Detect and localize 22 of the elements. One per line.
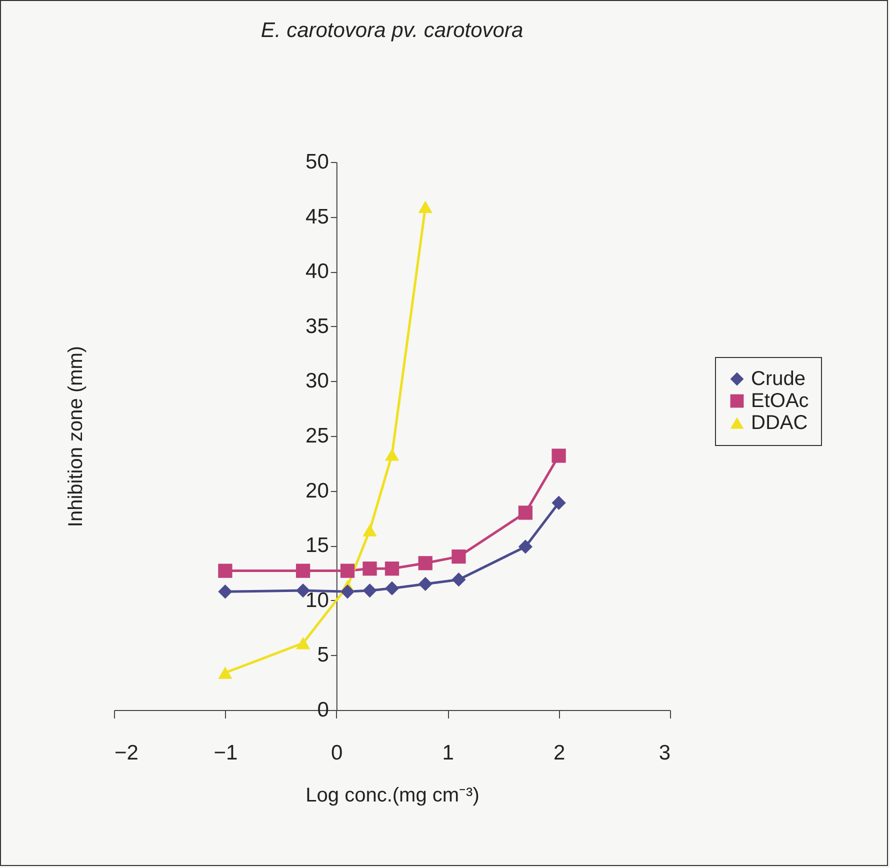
chart-title: E. carotovora pv. carotovora: [260, 19, 524, 42]
y-tick-label: 20: [306, 479, 329, 502]
y-tick-label: 50: [306, 150, 329, 174]
x-tick-label: 2: [553, 742, 566, 764]
y-tick-label: 35: [306, 314, 329, 338]
legend-label: Crude: [751, 368, 806, 390]
legend-label: DDAC: [751, 412, 808, 434]
legend-label: EtOAc: [751, 390, 809, 412]
y-tick-label: 15: [306, 534, 329, 558]
y-tick-label: 40: [306, 260, 329, 284]
y-tick-label: 45: [306, 205, 329, 228]
y-tick-label: 25: [306, 424, 329, 448]
y-axis-title: Inhibition zone (mm): [65, 346, 88, 528]
x-tick-label: 0: [331, 742, 343, 764]
x-tick-label: 3: [658, 742, 670, 764]
x-tick-label: −2: [114, 742, 138, 764]
x-axis-title: Log conc.(mg cm⁻³): [306, 784, 480, 806]
y-tick-label: 30: [306, 370, 329, 393]
y-tick-label: 10: [306, 588, 329, 612]
y-tick-label: 5: [317, 644, 329, 667]
x-tick-label: −1: [214, 742, 238, 764]
x-tick-label: 1: [442, 742, 454, 764]
